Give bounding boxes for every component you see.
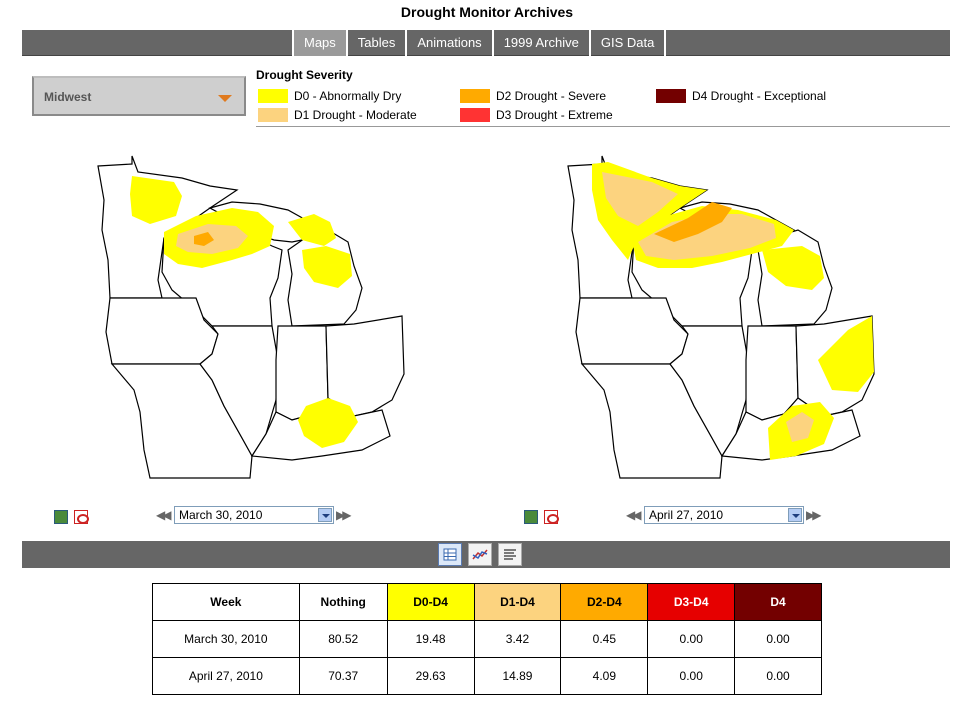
- table-view-icon[interactable]: [438, 543, 462, 566]
- legend-swatch-d1: [258, 108, 288, 122]
- left-date-control: ◀◀ March 30, 2010 ▶▶: [156, 506, 352, 524]
- table-cell: March 30, 2010: [152, 620, 300, 658]
- tab-animations[interactable]: Animations: [405, 30, 491, 56]
- legend-item-d1: D1 Drought - Moderate: [258, 108, 417, 122]
- pdf-icon[interactable]: [544, 509, 559, 524]
- text-view-icon[interactable]: [498, 543, 522, 566]
- double-left-arrow-icon[interactable]: ◀◀: [156, 508, 171, 522]
- view-toolbar: [22, 541, 950, 568]
- legend-swatch-d2: [460, 89, 490, 103]
- table-cell: 0.00: [647, 620, 736, 658]
- nav-bar: Maps Tables Animations 1999 Archive GIS …: [22, 30, 950, 56]
- table-cell: 29.63: [386, 657, 475, 695]
- image-icon[interactable]: [524, 509, 538, 524]
- right-date-value: April 27, 2010: [649, 508, 724, 522]
- table-cell: 80.52: [298, 620, 388, 658]
- legend-item-d4: D4 Drought - Exceptional: [656, 89, 826, 103]
- legend-swatch-d4: [656, 89, 686, 103]
- legend-label-d1: D1 Drought - Moderate: [294, 108, 417, 122]
- col-d1-d4: D1-D4: [473, 583, 562, 621]
- chart-view-icon[interactable]: [468, 543, 492, 566]
- region-select[interactable]: Midwest: [32, 76, 246, 116]
- table-cell: April 27, 2010: [152, 657, 300, 695]
- table-header-row: Week Nothing D0-D4 D1-D4 D2-D4 D3-D4 D4: [152, 583, 822, 621]
- legend-label-d4: D4 Drought - Exceptional: [692, 89, 827, 103]
- table-cell: 14.89: [473, 657, 562, 695]
- col-nothing: Nothing: [298, 583, 388, 621]
- nav-tabs: Maps Tables Animations 1999 Archive GIS …: [292, 30, 667, 56]
- tab-1999-archive[interactable]: 1999 Archive: [491, 30, 589, 56]
- legend-swatch-d3: [460, 108, 490, 122]
- legend-title: Drought Severity: [256, 68, 353, 82]
- table-cell: 70.37: [298, 657, 388, 695]
- double-left-arrow-icon[interactable]: ◀◀: [626, 508, 641, 522]
- pdf-icon[interactable]: [74, 509, 89, 524]
- legend-label-d0: D0 - Abnormally Dry: [294, 89, 402, 103]
- region-select-value: Midwest: [44, 90, 92, 104]
- double-right-arrow-icon[interactable]: ▶▶: [806, 508, 821, 522]
- chevron-down-icon[interactable]: [788, 508, 802, 522]
- right-map-tools: [524, 508, 564, 526]
- table-cell: 0.00: [734, 620, 822, 658]
- table-cell: 0.45: [560, 620, 649, 658]
- col-d4: D4: [734, 583, 822, 621]
- legend-item-d2: D2 Drought - Severe: [460, 89, 606, 103]
- legend-item-d3: D3 Drought - Extreme: [460, 108, 613, 122]
- drought-map-april-27: [567, 155, 875, 479]
- tab-gis-data[interactable]: GIS Data: [588, 30, 667, 56]
- col-week: Week: [152, 583, 300, 621]
- left-date-value: March 30, 2010: [179, 508, 263, 522]
- table-row: April 27, 2010 70.37 29.63 14.89 4.09 0.…: [152, 657, 822, 695]
- legend-label-d3: D3 Drought - Extreme: [496, 108, 613, 122]
- table-cell: 4.09: [560, 657, 649, 695]
- table-cell: 19.48: [386, 620, 475, 658]
- table-cell: 0.00: [734, 657, 822, 695]
- table-cell: 3.42: [473, 620, 562, 658]
- image-icon[interactable]: [54, 509, 68, 524]
- tab-maps[interactable]: Maps: [292, 30, 346, 56]
- double-right-arrow-icon[interactable]: ▶▶: [336, 508, 351, 522]
- right-date-select[interactable]: April 27, 2010: [644, 506, 804, 524]
- left-map-tools: [54, 508, 94, 526]
- chevron-down-icon[interactable]: [318, 508, 332, 522]
- legend-label-d2: D2 Drought - Severe: [496, 89, 607, 103]
- col-d2-d4: D2-D4: [560, 583, 649, 621]
- drought-map-march-30: [97, 155, 405, 479]
- legend-swatch-d0: [258, 89, 288, 103]
- col-d0-d4: D0-D4: [386, 583, 475, 621]
- chevron-down-icon: [218, 95, 232, 102]
- col-d3-d4: D3-D4: [647, 583, 736, 621]
- right-date-control: ◀◀ April 27, 2010 ▶▶: [626, 506, 822, 524]
- legend-divider: [256, 126, 950, 127]
- tab-tables[interactable]: Tables: [345, 30, 406, 56]
- drought-stats-table: Week Nothing D0-D4 D1-D4 D2-D4 D3-D4 D4 …: [152, 583, 822, 695]
- page-title: Drought Monitor Archives: [400, 4, 574, 20]
- table-row: March 30, 2010 80.52 19.48 3.42 0.45 0.0…: [152, 620, 822, 658]
- table-cell: 0.00: [647, 657, 736, 695]
- left-date-select[interactable]: March 30, 2010: [174, 506, 334, 524]
- legend-item-d0: D0 - Abnormally Dry: [258, 89, 401, 103]
